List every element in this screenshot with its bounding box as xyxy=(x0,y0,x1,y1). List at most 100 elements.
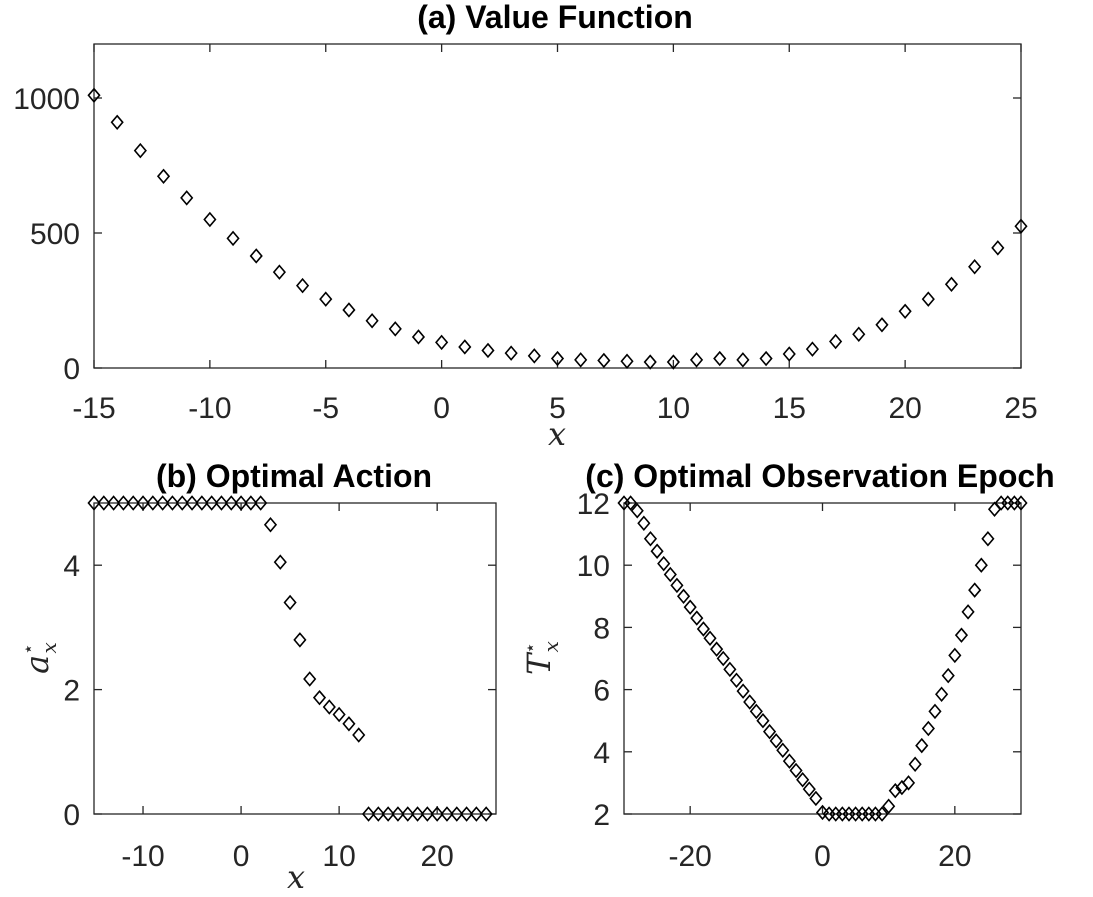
chart-c-ylabel-base: T xyxy=(520,651,558,675)
chart-c-marks xyxy=(617,495,1028,822)
chart-c-ytick-label-3: 8 xyxy=(593,612,610,645)
chart-a-point-28 xyxy=(736,352,750,368)
chart-c-point-19 xyxy=(743,694,757,710)
chart-a-point-8 xyxy=(272,264,286,280)
chart-c-ytick-label-5: 12 xyxy=(577,488,610,521)
chart-c-point-5 xyxy=(650,543,664,559)
chart-b-point-30 xyxy=(381,806,395,822)
chart-b-point-19 xyxy=(273,554,287,570)
chart-b-ytick-label-0: 0 xyxy=(63,799,80,832)
chart-b-point-7 xyxy=(156,495,170,511)
chart-a-xtick-label-5: 10 xyxy=(657,392,690,425)
chart-a-point-38 xyxy=(968,259,982,275)
chart-c-point-14 xyxy=(710,641,724,657)
chart-c-point-48 xyxy=(935,686,949,703)
chart-b-point-33 xyxy=(410,806,425,822)
chart-c-point-3 xyxy=(637,515,651,531)
chart-a-xtick-label-7: 20 xyxy=(888,392,921,425)
chart-c-ylabel-sub: x xyxy=(539,641,563,652)
chart-b-point-29 xyxy=(371,806,385,822)
chart-c-point-18 xyxy=(736,683,750,699)
chart-b-point-5 xyxy=(136,495,150,511)
chart-a-point-9 xyxy=(296,277,310,294)
chart-a-point-35 xyxy=(898,303,912,320)
chart-b-xtick-label-3: 20 xyxy=(420,840,453,873)
chart-a-point-23 xyxy=(620,353,634,369)
chart-c-point-50 xyxy=(948,647,962,664)
chart-c-ticks: -20 0 20 2 4 6 8 10 12 xyxy=(577,488,1021,873)
chart-c-point-29 xyxy=(809,790,823,807)
chart-b-ytick-label-2: 4 xyxy=(63,550,80,583)
chart-a-point-14 xyxy=(411,329,426,345)
chart-a-point-17 xyxy=(481,342,495,359)
chart-c-point-44 xyxy=(908,756,922,772)
chart-b-point-9 xyxy=(175,495,189,511)
chart-a-point-4 xyxy=(180,190,194,206)
chart-c-point-53 xyxy=(968,582,982,598)
chart-a-point-25 xyxy=(666,354,680,370)
chart-b-point-17 xyxy=(254,495,268,511)
chart-a-point-13 xyxy=(388,321,402,337)
chart-c-xtick-label-0: -20 xyxy=(668,840,711,873)
chart-b-point-21 xyxy=(293,632,307,648)
chart-c-point-55 xyxy=(981,531,995,547)
chart-b-ylabel-sup: ⋆ xyxy=(18,643,39,654)
chart-b-point-16 xyxy=(244,495,258,511)
chart-c-point-10 xyxy=(683,599,697,615)
chart-b-xtick-label-1: 0 xyxy=(233,840,250,873)
chart-b-point-2 xyxy=(107,495,121,511)
chart-a-ticks: -15 -10 -5 0 5 10 15 20 25 0 500 1000 xyxy=(13,44,1038,425)
chart-a-point-22 xyxy=(597,352,611,369)
chart-a-ytick-label-2: 1000 xyxy=(13,83,80,116)
chart-b-point-37 xyxy=(450,806,464,822)
chart-c-point-25 xyxy=(782,753,796,769)
chart-a-point-37 xyxy=(944,276,959,293)
chart-b-ylabel: a⋆x xyxy=(18,642,61,674)
chart-a-point-21 xyxy=(574,352,588,368)
chart-c-ytick-label-1: 4 xyxy=(593,737,610,770)
chart-b-point-13 xyxy=(214,495,229,511)
chart-c-plot-area xyxy=(623,502,1022,815)
chart-b-point-40 xyxy=(479,806,493,822)
chart-c-ylabel: T⋆x xyxy=(520,641,563,675)
chart-c-point-43 xyxy=(901,775,916,791)
chart-a-xlabel: x xyxy=(548,415,566,453)
chart-a-xtick-label-2: -5 xyxy=(312,392,339,425)
chart-b-point-39 xyxy=(469,806,483,822)
svg-text:a⋆x: a⋆x xyxy=(18,642,61,674)
chart-c-ytick-label-2: 6 xyxy=(593,675,610,708)
chart-b-ticks: -10 0 10 20 0 2 4 xyxy=(63,503,496,873)
chart-b-point-4 xyxy=(126,495,140,511)
chart-c-point-39 xyxy=(875,806,889,822)
chart-c-point-26 xyxy=(789,762,803,779)
chart-c-point-49 xyxy=(941,667,955,684)
chart-a-ytick-label-1: 500 xyxy=(30,218,80,251)
chart-b-point-20 xyxy=(283,594,297,611)
chart-c-point-27 xyxy=(796,772,810,788)
chart-c-point-13 xyxy=(703,630,717,647)
chart-c-point-4 xyxy=(643,531,658,547)
chart-a-marks xyxy=(87,87,1028,370)
chart-c-point-24 xyxy=(776,742,790,758)
chart-a-point-27 xyxy=(713,350,727,367)
chart-b-point-22 xyxy=(303,671,317,687)
chart-a-point-6 xyxy=(226,230,240,247)
chart-a-xtick-label-3: 0 xyxy=(433,392,450,425)
chart-a-point-0 xyxy=(87,87,101,104)
chart-a-point-12 xyxy=(365,313,379,329)
chart-c-point-15 xyxy=(716,650,730,667)
chart-b-point-36 xyxy=(440,806,454,822)
chart-c-point-16 xyxy=(723,661,737,678)
chart-c-point-7 xyxy=(663,566,677,583)
chart-b-title: (b) Optimal Action xyxy=(156,458,432,494)
chart-c-title: (c) Optimal Observation Epoch xyxy=(585,458,1054,494)
chart-a-xtick-label-4: 5 xyxy=(549,392,566,425)
chart-a-ytick-label-0: 0 xyxy=(63,353,80,386)
chart-c-point-20 xyxy=(749,703,763,720)
chart-c-point-17 xyxy=(729,672,744,689)
chart-c-point-52 xyxy=(961,604,975,620)
chart-a-point-30 xyxy=(782,346,796,362)
chart-a-point-18 xyxy=(504,345,518,361)
